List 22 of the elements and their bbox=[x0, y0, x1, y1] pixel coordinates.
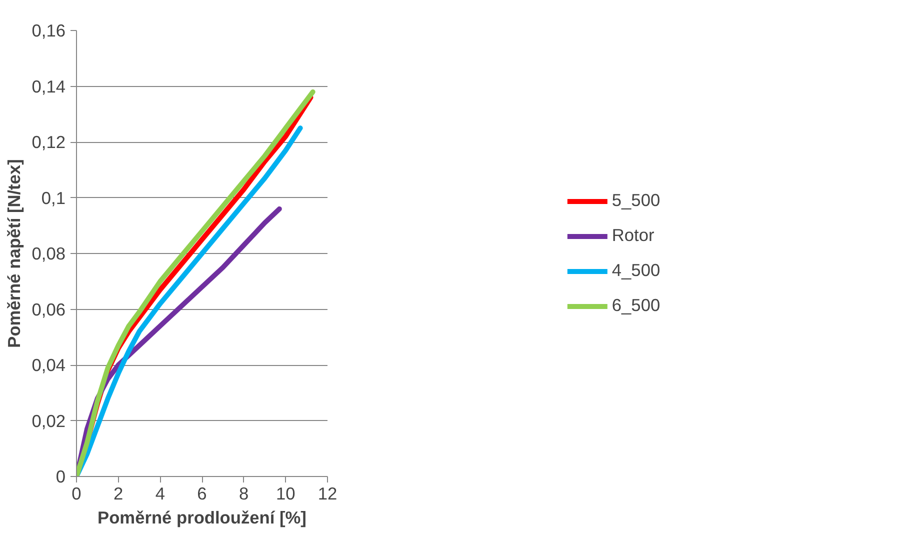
y-tick-label: 0,14 bbox=[32, 76, 66, 96]
legend-label: 6_500 bbox=[612, 295, 660, 316]
y-tick-label: 0,04 bbox=[32, 355, 66, 375]
legend-label: 5_500 bbox=[612, 190, 660, 211]
legend-label: 4_500 bbox=[612, 260, 660, 281]
y-axis-title: Poměrné napětí [N/tex] bbox=[4, 159, 24, 348]
y-tick-label: 0,08 bbox=[32, 244, 66, 264]
x-tick-label: 0 bbox=[72, 484, 82, 504]
x-tick-label: 12 bbox=[318, 484, 338, 504]
x-axis-title: Poměrné prodloužení [%] bbox=[98, 508, 306, 528]
x-tick-label: 4 bbox=[155, 484, 166, 504]
y-tick-label: 0,1 bbox=[41, 188, 66, 208]
y-tick-label: 0 bbox=[56, 466, 66, 486]
x-tick-label: 8 bbox=[239, 484, 249, 504]
y-tick-label: 0,16 bbox=[32, 20, 66, 40]
x-tick-label: 10 bbox=[276, 484, 296, 504]
y-tick-label: 0,12 bbox=[32, 132, 66, 152]
y-tick-label: 0,02 bbox=[32, 410, 66, 431]
legend-label: Rotor bbox=[612, 225, 654, 246]
x-tick-label: 2 bbox=[114, 484, 124, 504]
y-tick-label: 0,06 bbox=[32, 299, 66, 320]
x-tick-label: 6 bbox=[197, 484, 207, 504]
